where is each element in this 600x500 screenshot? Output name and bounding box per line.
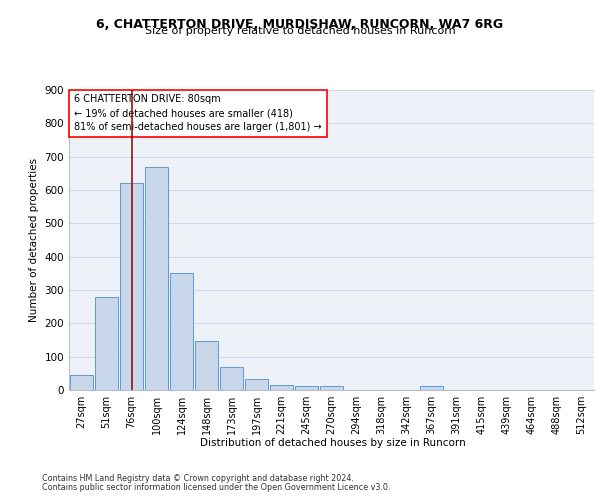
Text: 6, CHATTERTON DRIVE, MURDISHAW, RUNCORN, WA7 6RG: 6, CHATTERTON DRIVE, MURDISHAW, RUNCORN,… bbox=[97, 18, 503, 30]
Bar bbox=[295, 386, 319, 390]
Bar bbox=[70, 375, 94, 390]
Bar bbox=[119, 184, 143, 390]
Bar bbox=[320, 386, 343, 390]
Text: Size of property relative to detached houses in Runcorn: Size of property relative to detached ho… bbox=[145, 26, 455, 36]
Bar bbox=[245, 379, 268, 390]
Bar bbox=[170, 274, 193, 390]
Bar bbox=[95, 296, 118, 390]
Bar bbox=[419, 386, 443, 390]
Text: Distribution of detached houses by size in Runcorn: Distribution of detached houses by size … bbox=[200, 438, 466, 448]
Text: 6 CHATTERTON DRIVE: 80sqm
← 19% of detached houses are smaller (418)
81% of semi: 6 CHATTERTON DRIVE: 80sqm ← 19% of detac… bbox=[74, 94, 322, 132]
Y-axis label: Number of detached properties: Number of detached properties bbox=[29, 158, 39, 322]
Bar bbox=[145, 166, 169, 390]
Bar bbox=[220, 368, 244, 390]
Bar bbox=[269, 385, 293, 390]
Text: Contains public sector information licensed under the Open Government Licence v3: Contains public sector information licen… bbox=[42, 484, 391, 492]
Bar bbox=[194, 340, 218, 390]
Text: Contains HM Land Registry data © Crown copyright and database right 2024.: Contains HM Land Registry data © Crown c… bbox=[42, 474, 354, 483]
